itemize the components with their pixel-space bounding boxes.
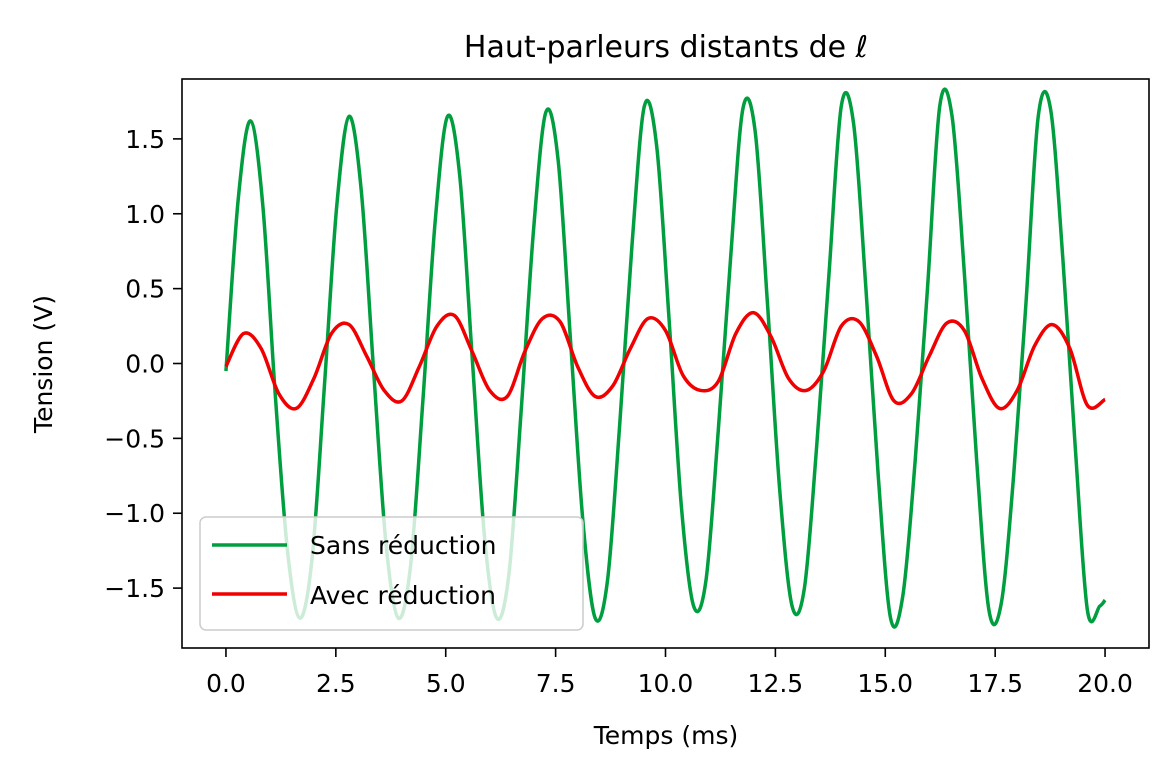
x-tick-label: 15.0 xyxy=(857,669,913,698)
x-tick-label: 12.5 xyxy=(748,669,804,698)
y-tick-label: 1.5 xyxy=(125,125,165,154)
x-axis-label: Temps (ms) xyxy=(593,721,738,750)
y-tick-label: −1.5 xyxy=(104,574,165,603)
x-tick-label: 5.0 xyxy=(426,669,466,698)
legend: Sans réduction Avec réduction xyxy=(199,516,584,631)
x-tick-label: 0.0 xyxy=(206,669,246,698)
series-line-avec-reduction xyxy=(224,310,1107,411)
y-tick-label: −0.5 xyxy=(104,424,165,453)
chart-title: Haut-parleurs distants de ℓ xyxy=(464,30,868,65)
series-layer xyxy=(224,87,1107,629)
y-tick-label: −1.0 xyxy=(104,499,165,528)
y-axis-ticks: 1.5 1.0 0.5 0.0 −0.5 −1.0 −1.5 xyxy=(104,125,182,603)
x-tick-label: 2.5 xyxy=(316,669,356,698)
x-tick-label: 10.0 xyxy=(638,669,694,698)
y-tick-label: 0.0 xyxy=(125,350,165,379)
y-tick-label: 1.0 xyxy=(125,200,165,229)
x-tick-label: 17.5 xyxy=(967,669,1023,698)
y-tick-label: 0.5 xyxy=(125,275,165,304)
x-axis-ticks: 0.0 2.5 5.0 7.5 10.0 12.5 15.0 17.5 20.0 xyxy=(206,648,1133,698)
legend-label-sans-reduction: Sans réduction xyxy=(310,531,496,560)
y-axis-label: Tension (V) xyxy=(29,295,58,434)
x-tick-label: 20.0 xyxy=(1077,669,1133,698)
legend-label-avec-reduction: Avec réduction xyxy=(310,581,496,610)
legend-box xyxy=(199,516,584,631)
x-tick-label: 7.5 xyxy=(536,669,576,698)
